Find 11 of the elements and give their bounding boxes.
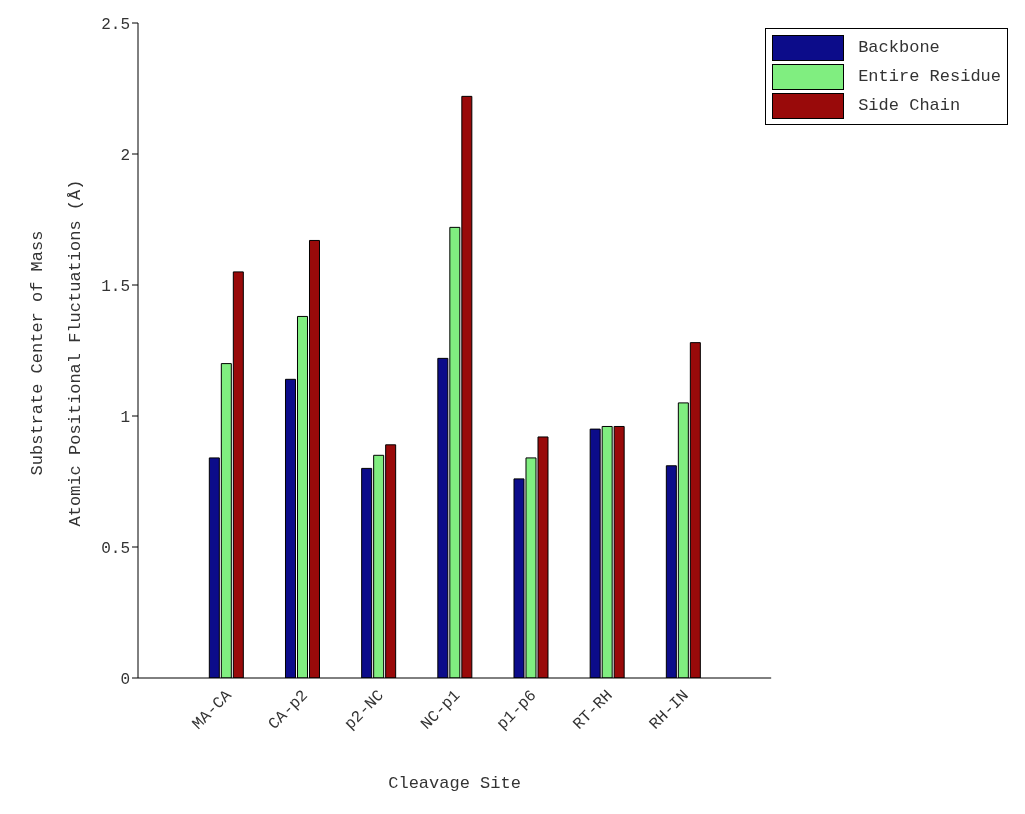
legend-label: Entire Residue bbox=[858, 67, 1001, 86]
y-tick-label: 2.5 bbox=[101, 15, 130, 34]
y-tick-label: 1 bbox=[120, 408, 130, 427]
y-tick-label: 1.5 bbox=[101, 277, 130, 296]
y-tick-label: 0.5 bbox=[101, 539, 130, 558]
y-axis-title: Substrate Center of Mass Atomic Positional Fluctuations (Å) bbox=[28, 179, 85, 527]
y-tick-label: 2 bbox=[120, 146, 130, 165]
x-axis-title: Cleavage Site bbox=[388, 774, 521, 793]
legend-label: Side Chain bbox=[858, 96, 961, 115]
legend-label: Backbone bbox=[858, 38, 940, 57]
y-tick-label: 0 bbox=[120, 670, 130, 689]
